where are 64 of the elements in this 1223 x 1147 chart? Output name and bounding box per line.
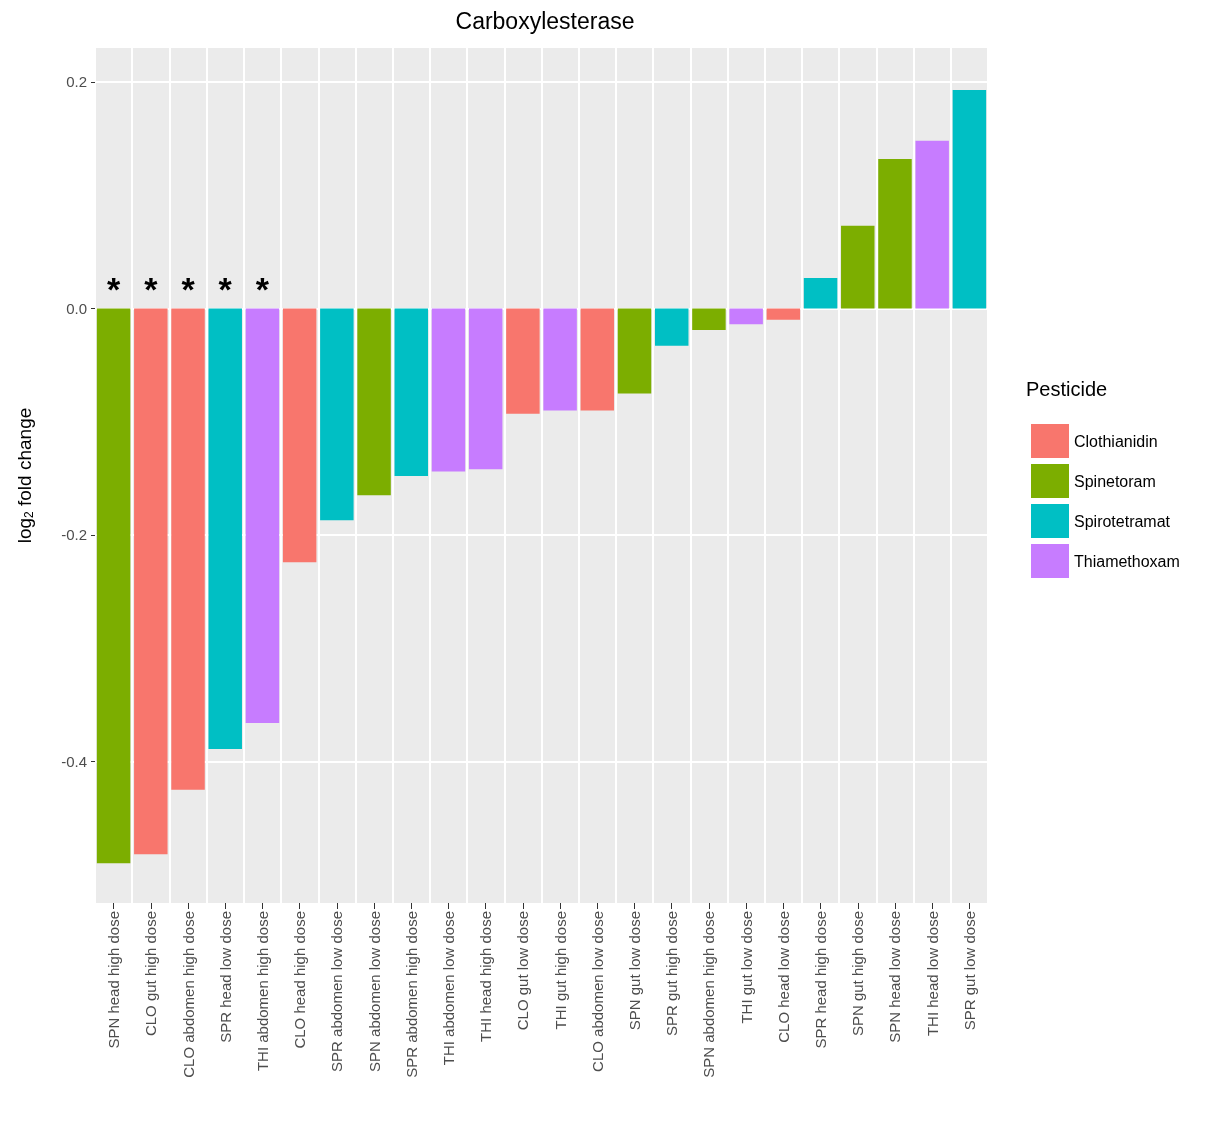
bar [245,308,280,723]
y-tick-label: -0.4 [61,752,87,770]
x-tick-label: SPR abdomen high dose [402,911,420,1078]
bar [506,308,540,414]
annotation: * [218,270,233,309]
annotation: * [181,270,196,309]
x-tick-label: SPR head low dose [216,911,234,1043]
x-tick-label: THI abdomen high dose [253,911,271,1072]
x-tick-label: SPN abdomen high dose [700,911,718,1078]
y-tick-label: -0.2 [61,526,87,544]
x-tick-label: THI head high dose [477,911,495,1042]
legend-label: Clothianidin [1074,432,1158,450]
bar [134,308,168,855]
bar [282,308,317,563]
legend-title: Pesticide [1026,378,1108,400]
x-tick-label: CLO abdomen low dose [588,911,606,1072]
bar [915,140,949,309]
y-axis-title: log2 fold change [13,407,36,544]
x-tick-label: SPR head high dose [812,911,830,1049]
bar [208,308,242,749]
bar [96,308,131,864]
annotation: * [106,270,121,309]
bar [729,308,763,325]
bar [543,308,577,411]
bar [320,308,354,521]
bar [841,225,875,309]
bar [952,89,987,309]
bar [654,308,689,346]
x-tick-label: THI gut high dose [551,911,569,1030]
bar [692,308,726,330]
bar [357,308,391,496]
legend-label: Thiamethoxam [1074,552,1180,570]
bar [171,308,205,790]
x-tick-label: CLO head high dose [291,911,309,1049]
y-tick-label: 0.0 [66,299,87,317]
x-tick-label: THI head low dose [923,911,941,1037]
x-tick-label: SPR gut high dose [663,911,681,1037]
bar [468,308,503,470]
x-tick-label: CLO gut high dose [142,911,160,1037]
x-tick-label: SPN abdomen low dose [365,911,383,1072]
bar [617,308,652,394]
x-tick-label: CLO abdomen high dose [179,911,197,1078]
annotation: * [255,270,270,309]
x-tick-label: SPR abdomen low dose [328,911,346,1072]
bar [803,277,838,309]
legend-label: Spinetoram [1074,472,1156,490]
bar [431,308,466,472]
chart-title: Carboxylesterase [455,7,635,34]
legend-label: Spirotetramat [1074,512,1171,530]
bar [394,308,429,477]
bar [766,308,801,320]
x-tick-label: SPN head low dose [886,911,904,1043]
x-tick-label: SPN gut high dose [849,911,867,1037]
x-tick-label: THI abdomen low dose [439,911,457,1066]
x-tick-label: SPR gut low dose [960,911,978,1031]
bar [878,158,912,309]
x-tick-label: THI gut low dose [737,911,755,1024]
y-tick-label: 0.2 [66,73,87,91]
x-tick-label: SPN head high dose [105,911,123,1049]
x-tick-label: SPN gut low dose [626,911,644,1031]
bar [580,308,615,411]
x-tick-label: CLO gut low dose [514,911,532,1031]
x-tick-label: CLO head low dose [774,911,792,1043]
annotation: * [144,270,159,309]
